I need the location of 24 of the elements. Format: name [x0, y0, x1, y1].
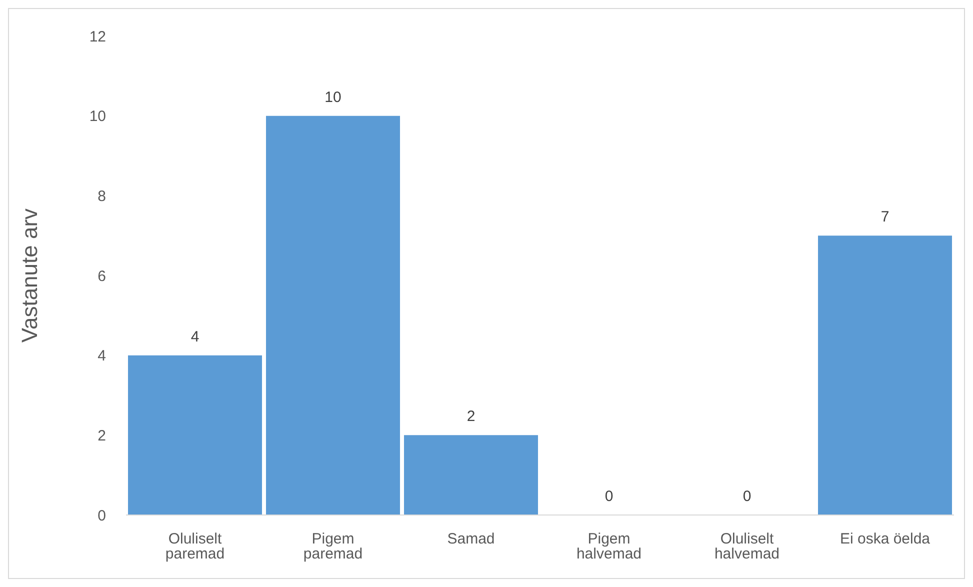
- bar: [128, 355, 262, 515]
- bar: [818, 236, 952, 515]
- y-tick-label: 2: [98, 427, 106, 444]
- x-tick-label: Ei oska öelda: [840, 530, 931, 548]
- data-label: 0: [742, 488, 752, 505]
- y-tick-label: 4: [98, 348, 106, 365]
- y-tick-label: 6: [98, 268, 106, 285]
- data-label: 10: [324, 88, 342, 106]
- y-axis-title: Vastanute arv: [16, 208, 42, 343]
- bar: [266, 116, 400, 515]
- data-label: 4: [190, 328, 200, 346]
- y-tick-label: 12: [89, 28, 106, 46]
- y-tick-label: 0: [98, 507, 106, 524]
- x-tick-label: Pigem paremad: [303, 530, 363, 563]
- x-tick-label: Oluliselt paremad: [165, 530, 225, 563]
- data-label: 7: [880, 208, 890, 226]
- x-tick-label: Samad: [447, 530, 495, 548]
- data-label: 0: [604, 488, 614, 505]
- data-label: 2: [466, 408, 476, 426]
- y-tick-label: 8: [98, 188, 106, 205]
- bar: [404, 435, 538, 515]
- x-tick-label: Pigem halvemad: [576, 530, 642, 563]
- y-tick-label: 10: [89, 108, 106, 126]
- x-tick-label: Oluliselt halvemad: [714, 530, 780, 563]
